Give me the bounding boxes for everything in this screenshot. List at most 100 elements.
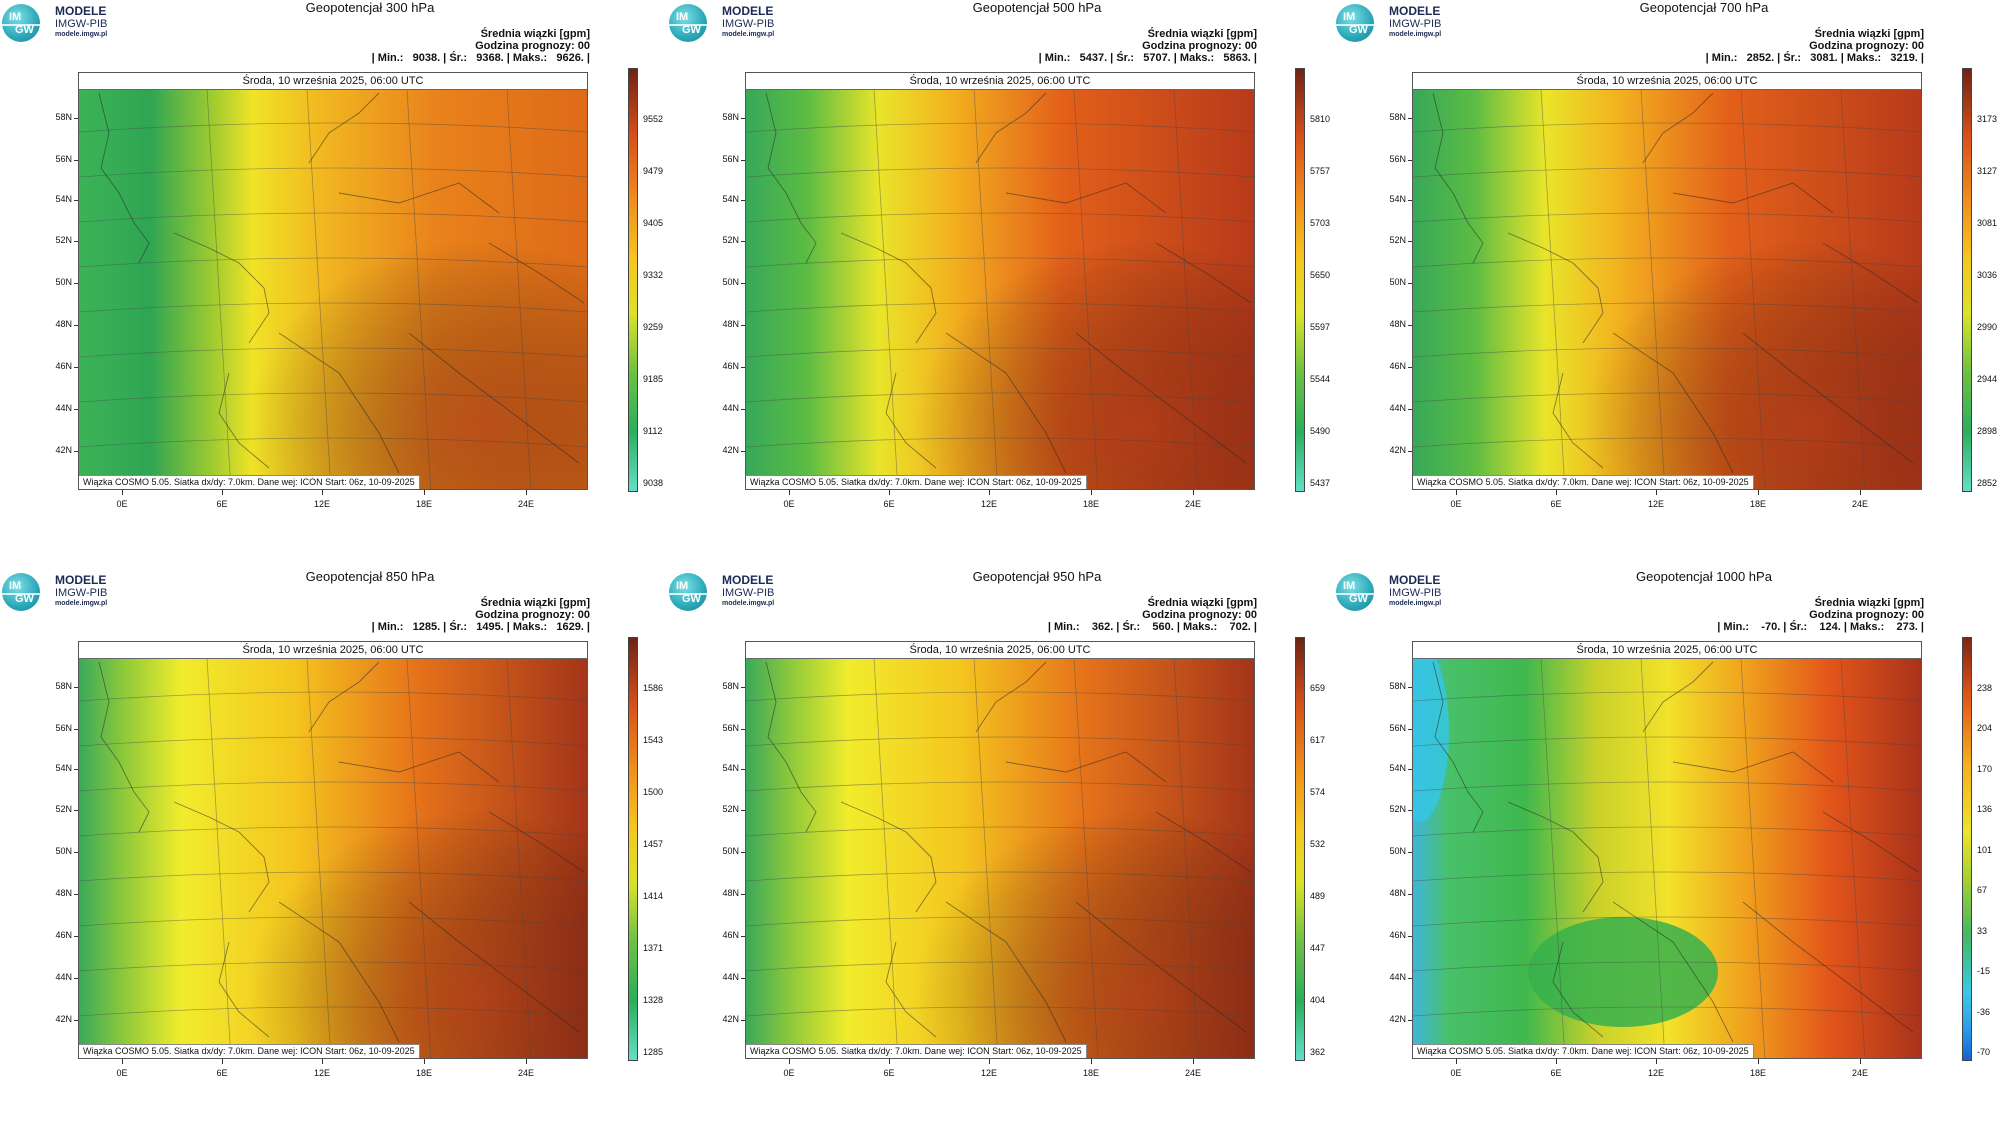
- latitude-label: 54N: [1389, 763, 1406, 773]
- map-area: Środa, 10 września 2025, 06:00 UTC Wiązka…: [745, 641, 1255, 1059]
- colorbar-tick-label: 9552: [643, 114, 664, 124]
- latitude-label: 44N: [722, 403, 739, 413]
- longitude-tick: [222, 490, 223, 495]
- panel-title: Geopotencjał 700 hPa: [1639, 0, 1769, 15]
- longitude-label: 12E: [313, 1068, 330, 1078]
- latitude-label: 58N: [722, 112, 739, 122]
- latitude-label: 46N: [722, 930, 739, 940]
- colorbar-tick-label: 532: [1310, 839, 1326, 849]
- longitude-label: 6E: [883, 499, 895, 509]
- map-panel: IM GW MODELE IMGW-PIB modele.imgw.pl Geopoten…: [1334, 569, 2000, 1137]
- logo-mark-top: IM: [1343, 580, 1356, 592]
- longitude-tick: [1656, 490, 1657, 495]
- latitude-label: 50N: [55, 846, 72, 856]
- colorbar-tick-label: 1500: [643, 787, 664, 797]
- longitude-tick: [889, 490, 890, 495]
- latitude-label: 48N: [722, 319, 739, 329]
- longitude-tick: [526, 490, 527, 495]
- latitude-label: 54N: [55, 194, 72, 204]
- longitude-label: 18E: [1749, 499, 1766, 509]
- latitude-label: 46N: [1389, 361, 1406, 371]
- forecast-date: Środa, 10 września 2025, 06:00 UTC: [79, 642, 587, 659]
- model-info: Wiązka COSMO 5.05. Siatka dx/dy: 7.0km. …: [79, 475, 420, 489]
- logo-text: MODELE IMGW-PIB modele.imgw.pl: [55, 574, 107, 608]
- colorbar-tick-label: 1414: [643, 891, 664, 901]
- colorbar-tick-label: 3173: [1977, 114, 1998, 124]
- longitude-label: 0E: [116, 499, 128, 509]
- latitude-tick: [741, 769, 745, 770]
- latitude-tick: [74, 160, 78, 161]
- longitude-tick: [424, 490, 425, 495]
- latitude-label: 50N: [55, 277, 72, 287]
- logo-org: IMGW-PIB: [55, 587, 108, 599]
- longitude-tick: [1656, 1059, 1657, 1064]
- longitude-tick: [889, 1059, 890, 1064]
- latitude-label: 42N: [1389, 1014, 1406, 1024]
- latitude-tick: [1408, 687, 1412, 688]
- stats-block: Średnia wiązki [gpm] Godzina prognozy: 00…: [1717, 597, 1924, 633]
- longitude-label: 24E: [517, 1068, 534, 1078]
- latitude-label: 58N: [1389, 112, 1406, 122]
- latitude-label: 44N: [1389, 972, 1406, 982]
- min-mean-max: | Min.: 5437. | Śr.: 5707. | Maks.: 5863…: [1038, 52, 1257, 64]
- latitude-label: 42N: [55, 445, 72, 455]
- longitude-label: 12E: [1647, 499, 1664, 509]
- latitude-label: 56N: [1389, 723, 1406, 733]
- map-area: Środa, 10 września 2025, 06:00 UTC Wiązka…: [1412, 72, 1922, 490]
- longitude-tick: [222, 1059, 223, 1064]
- colorbar-tick-label: 489: [1310, 891, 1326, 901]
- logo-wave: [669, 593, 707, 595]
- min-mean-max: | Min.: -70. | Śr.: 124. | Maks.: 273. |: [1717, 621, 1924, 633]
- latitude-label: 46N: [55, 930, 72, 940]
- model-info: Wiązka COSMO 5.05. Siatka dx/dy: 7.0km. …: [1413, 475, 1754, 489]
- stats-header: Średnia wiązki [gpm]: [1147, 597, 1257, 609]
- logo-mark-bottom: GW: [682, 593, 701, 605]
- latitude-tick: [1408, 409, 1412, 410]
- longitude-tick: [1860, 490, 1861, 495]
- logo-text: MODELE IMGW-PIB modele.imgw.pl: [1389, 5, 1441, 39]
- latitude-label: 46N: [1389, 930, 1406, 940]
- latitude-label: 56N: [55, 154, 72, 164]
- latitude-tick: [741, 409, 745, 410]
- colorbar-tick-label: 67: [1977, 885, 1988, 896]
- colorbar-tick-label: 9259: [643, 322, 664, 332]
- latitude-label: 56N: [722, 154, 739, 164]
- latitude-tick: [74, 451, 78, 452]
- colorbar-tick-label: 136: [1977, 804, 1993, 815]
- latitude-tick: [74, 367, 78, 368]
- map-area: Środa, 10 września 2025, 06:00 UTC Wiązka…: [78, 641, 588, 1059]
- min-mean-max: | Min.: 362. | Śr.: 560. | Maks.: 702. |: [1047, 621, 1257, 633]
- latitude-label: 48N: [1389, 319, 1406, 329]
- geopotential-field: [79, 642, 587, 1058]
- longitude-tick: [122, 490, 123, 495]
- latitude-tick: [74, 1020, 78, 1021]
- imgw-logo-icon: IM GW: [1336, 4, 1374, 42]
- logo-url: modele.imgw.pl: [55, 31, 108, 38]
- logo-mark-bottom: GW: [1349, 593, 1368, 605]
- colorbar-tick-label: 2898: [1977, 426, 1998, 436]
- longitude-tick: [789, 490, 790, 495]
- forecast-hour: Godzina prognozy: 00: [1809, 609, 1924, 621]
- logo-name: MODELE: [55, 573, 107, 587]
- latitude-tick: [1408, 367, 1412, 368]
- latitude-tick: [1408, 936, 1412, 937]
- logo-wave: [669, 24, 707, 26]
- latitude-label: 52N: [55, 804, 72, 814]
- min-mean-max: | Min.: 2852. | Śr.: 3081. | Maks.: 3219…: [1705, 52, 1924, 64]
- latitude-tick: [74, 769, 78, 770]
- imgw-logo-icon: IM GW: [2, 4, 40, 42]
- colorbar-tick-label: 5703: [1310, 218, 1331, 228]
- latitude-tick: [1408, 729, 1412, 730]
- longitude-label: 0E: [1450, 499, 1462, 509]
- stats-block: Średnia wiązki [gpm] Godzina prognozy: 00…: [1039, 28, 1257, 64]
- stats-header: Średnia wiązki [gpm]: [1814, 28, 1924, 40]
- longitude-tick: [424, 1059, 425, 1064]
- colorbar-tick-label: 447: [1310, 943, 1326, 953]
- longitude-label: 18E: [1749, 1068, 1766, 1078]
- colorbar-tick-label: 3081: [1977, 218, 1998, 228]
- longitude-label: 24E: [1851, 1068, 1868, 1078]
- latitude-label: 52N: [722, 804, 739, 814]
- forecast-hour: Godzina prognozy: 00: [1142, 609, 1257, 621]
- colorbar-tick-label: -15: [1977, 966, 1991, 977]
- latitude-label: 52N: [55, 235, 72, 245]
